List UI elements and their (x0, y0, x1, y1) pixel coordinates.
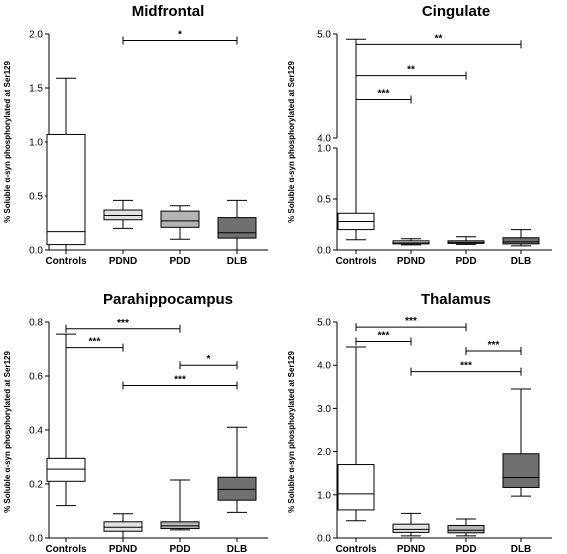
y-tick-label: 0.5 (317, 195, 331, 206)
y-axis-label: % Soluble α-syn phosphorylated at Ser129 (3, 61, 12, 223)
x-tick-label: PDND (397, 544, 425, 554)
y-tick-label: 2.0 (29, 30, 43, 41)
box-pdd (160, 210, 200, 228)
x-tick-label: DLB (227, 544, 248, 554)
chart-panel-parahippocampus: Parahippocampus % Soluble α-syn phosphor… (0, 277, 283, 554)
x-tick-label: PDD (455, 256, 476, 267)
y-tick-label: 0.0 (317, 246, 331, 257)
y-tick-label: 0.0 (29, 534, 43, 545)
x-tick-label: Controls (45, 544, 87, 554)
y-axis-label: % Soluble α-syn phosphorylated at Ser129 (3, 351, 12, 513)
chart-panel-cingulate: Cingulate % Soluble α-syn phosphorylated… (284, 0, 567, 277)
significance-label: *** (405, 316, 417, 327)
box-pdnd (392, 240, 430, 245)
y-tick-label: 2.0 (317, 447, 331, 458)
box-pdd (160, 521, 200, 530)
y-axis-label: % Soluble α-syn phosphorylated at Ser129 (287, 351, 296, 513)
chart-cingulate: Cingulate % Soluble α-syn phosphorylated… (287, 3, 552, 267)
chart-title: Parahippocampus (103, 291, 233, 308)
y-tick-label: 0.5 (29, 192, 43, 203)
box-pdnd (103, 521, 143, 532)
x-tick-label: PDND (109, 544, 137, 554)
chart-title: Thalamus (421, 291, 491, 308)
chart-panel-midfrontal: Midfrontal % Soluble α-syn phosphorylate… (0, 0, 283, 277)
significance-label: *** (117, 318, 129, 329)
significance-label: *** (460, 361, 472, 372)
y-tick-label: 0.4 (29, 426, 43, 437)
y-tick-label: 4.0 (317, 134, 331, 145)
chart-thalamus: Thalamus % Soluble α-syn phosphorylated … (287, 291, 552, 554)
box-controls (46, 457, 86, 482)
box-controls (46, 133, 86, 246)
significance-label: *** (89, 337, 101, 348)
chart-midfrontal: Midfrontal % Soluble α-syn phosphorylate… (3, 3, 268, 267)
x-tick-label: Controls (335, 544, 377, 554)
chart-panel-thalamus: Thalamus % Soluble α-syn phosphorylated … (284, 277, 567, 554)
x-tick-label: PDD (169, 256, 190, 267)
significance-label: * (178, 29, 182, 40)
x-tick-label: DLB (227, 256, 248, 267)
chart-title: Midfrontal (132, 3, 205, 20)
box-dlb (502, 453, 540, 488)
y-tick-label: 1.5 (29, 84, 43, 95)
y-tick-label: 0.6 (29, 372, 43, 383)
x-tick-label: PDND (397, 256, 425, 267)
x-tick-label: DLB (511, 256, 532, 267)
box-dlb (217, 217, 257, 239)
x-tick-label: DLB (511, 544, 532, 554)
box-pdnd (103, 209, 143, 221)
y-tick-label: 0.2 (29, 480, 43, 491)
box-dlb (502, 237, 540, 245)
y-tick-label: 3.0 (317, 404, 331, 415)
significance-label: *** (174, 374, 186, 385)
x-tick-label: PDD (169, 544, 190, 554)
y-tick-label: 4.0 (317, 361, 331, 372)
significance-label: *** (488, 340, 500, 351)
x-tick-label: Controls (335, 256, 377, 267)
significance-label: ** (407, 65, 415, 76)
x-tick-label: Controls (45, 256, 87, 267)
box-controls (337, 464, 375, 511)
y-tick-label: 5.0 (317, 318, 331, 329)
y-tick-label: 1.0 (317, 144, 331, 155)
chart-parahippocampus: Parahippocampus % Soluble α-syn phosphor… (3, 291, 268, 554)
y-tick-label: 5.0 (317, 30, 331, 41)
y-tick-label: 1.0 (317, 490, 331, 501)
significance-label: * (207, 354, 211, 365)
x-tick-label: PDND (109, 256, 137, 267)
box-pdd (447, 524, 485, 534)
significance-label: *** (378, 330, 390, 341)
x-tick-label: PDD (455, 544, 476, 554)
box-pdnd (392, 523, 430, 533)
y-axis-label: % Soluble α-syn phosphorylated at Ser129 (287, 61, 296, 223)
y-tick-label: 0.8 (29, 318, 43, 329)
box-dlb (217, 476, 257, 501)
significance-label: *** (378, 89, 390, 100)
chart-title: Cingulate (422, 3, 490, 20)
significance-label: ** (435, 33, 443, 44)
y-tick-label: 0.0 (29, 246, 43, 257)
y-tick-label: 0.0 (317, 534, 331, 545)
y-tick-label: 1.0 (29, 138, 43, 149)
